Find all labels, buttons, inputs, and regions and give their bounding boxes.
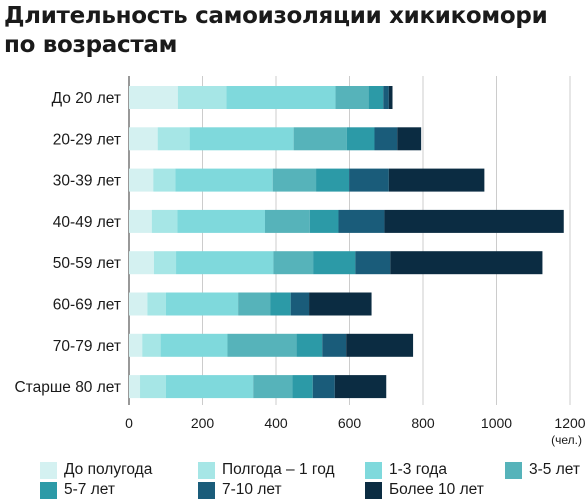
bar-segment <box>388 86 393 109</box>
legend-swatch <box>198 461 215 479</box>
bar-segment <box>160 333 228 357</box>
legend-label: 7-10 лет <box>222 481 282 498</box>
bar-segment <box>290 292 310 316</box>
bar-segment <box>338 209 385 233</box>
bar-segment <box>383 86 389 109</box>
bar-segment <box>129 251 154 275</box>
y-axis-labels: До 20 лет 20-29 лет 30-39 лет 40-49 лет 50-5… <box>14 90 121 396</box>
bar-segment <box>129 333 143 357</box>
bar-segment <box>384 209 564 233</box>
legend-item: 1-3 года <box>365 460 447 480</box>
legend-swatch <box>40 461 57 479</box>
bar-segment <box>142 333 161 357</box>
bar-segment <box>129 168 154 192</box>
bar-segment <box>253 375 293 399</box>
legend-swatch <box>198 481 215 499</box>
legend-item: 7-10 лет <box>198 480 282 500</box>
legend-swatch <box>365 461 382 479</box>
bar-segment <box>175 168 273 192</box>
legend-label: Полгода – 1 год <box>222 461 335 478</box>
bar-segment <box>368 86 384 109</box>
bar-segment <box>273 251 314 275</box>
x-tick-label: 0 <box>125 415 133 431</box>
bar-segment <box>390 251 543 275</box>
bar-segment <box>335 86 369 109</box>
chart-title: Длительность самоизоляции хикикомори по … <box>4 3 548 58</box>
bar-segment <box>346 333 414 357</box>
bar-segment <box>226 86 336 109</box>
x-tick-label: 400 <box>264 415 288 431</box>
bar-segment <box>151 209 178 233</box>
x-tick-label: 600 <box>338 415 362 431</box>
legend-swatch <box>365 481 382 499</box>
y-category-label: 40-49 лет <box>53 214 121 231</box>
bar-segment <box>147 292 166 316</box>
x-tick-label: 1200 <box>554 415 585 431</box>
bar-segment <box>177 86 227 109</box>
y-category-label: До 20 лет <box>52 90 121 107</box>
bar-segment <box>129 86 178 109</box>
legend-item: 3-5 лет <box>505 460 580 480</box>
legend-label: Более 10 лет <box>389 481 484 498</box>
legend-item: Более 10 лет <box>365 480 484 500</box>
bar-segment <box>316 168 350 192</box>
y-category-label: 70-79 лет <box>53 338 121 355</box>
bar-segment <box>165 375 254 399</box>
bar-segment <box>129 127 158 151</box>
bar-segment <box>309 209 339 233</box>
legend-label: 5-7 лет <box>64 481 115 498</box>
bar-segment <box>313 251 356 275</box>
bar-segment <box>189 127 294 151</box>
bar-segment <box>153 168 176 192</box>
legend-item: Полгода – 1 год <box>198 460 335 480</box>
bar-segment <box>272 168 317 192</box>
bar-segment <box>296 333 323 357</box>
y-category-label: 30-39 лет <box>53 173 121 190</box>
legend-item: До полугода <box>40 460 152 480</box>
bar-segment <box>346 127 375 151</box>
y-category-label: Старше 80 лет <box>14 379 121 396</box>
bar-segment <box>292 375 313 399</box>
bar-segment <box>309 292 372 316</box>
bar-segment <box>312 375 335 399</box>
bar-segment <box>374 127 398 151</box>
bar-segment <box>349 168 389 192</box>
bar-segment <box>334 375 387 399</box>
x-axis-labels: 0 200 400 600 800 1000 1200 <box>125 415 586 431</box>
bar-segment <box>129 375 141 399</box>
unit-label: (чел.) <box>551 433 582 447</box>
y-category-label: 50-59 лет <box>53 255 121 272</box>
bar-segment <box>293 127 347 151</box>
x-tick-label: 800 <box>411 415 435 431</box>
bar-segment <box>176 251 274 275</box>
bars <box>129 86 564 399</box>
y-category-label: 60-69 лет <box>53 297 121 314</box>
x-tick-label: 1000 <box>481 415 512 431</box>
legend-swatch <box>40 481 57 499</box>
bar-segment <box>165 292 239 316</box>
legend-label: До полугода <box>64 461 153 478</box>
legend-item: 5-7 лет <box>40 480 115 500</box>
bar-segment <box>129 292 148 316</box>
bar-segment <box>388 168 485 192</box>
bar-segment <box>270 292 291 316</box>
bar-segment <box>153 251 177 275</box>
y-category-label: 20-29 лет <box>53 131 121 148</box>
bar-segment <box>397 127 422 151</box>
bar-segment <box>355 251 391 275</box>
legend-label: 3-5 лет <box>529 461 580 478</box>
legend-label: 1-3 года <box>389 461 447 478</box>
x-tick-label: 200 <box>191 415 215 431</box>
stacked-bar-chart: До 20 лет 20-29 лет 30-39 лет 40-49 лет 50-5… <box>14 76 586 447</box>
bar-segment <box>264 209 310 233</box>
bar-segment <box>140 375 166 399</box>
bar-segment <box>227 333 297 357</box>
bar-segment <box>157 127 190 151</box>
legend-swatch <box>505 461 522 479</box>
bar-segment <box>177 209 265 233</box>
bar-segment <box>238 292 271 316</box>
bar-segment <box>322 333 347 357</box>
bar-segment <box>129 209 152 233</box>
